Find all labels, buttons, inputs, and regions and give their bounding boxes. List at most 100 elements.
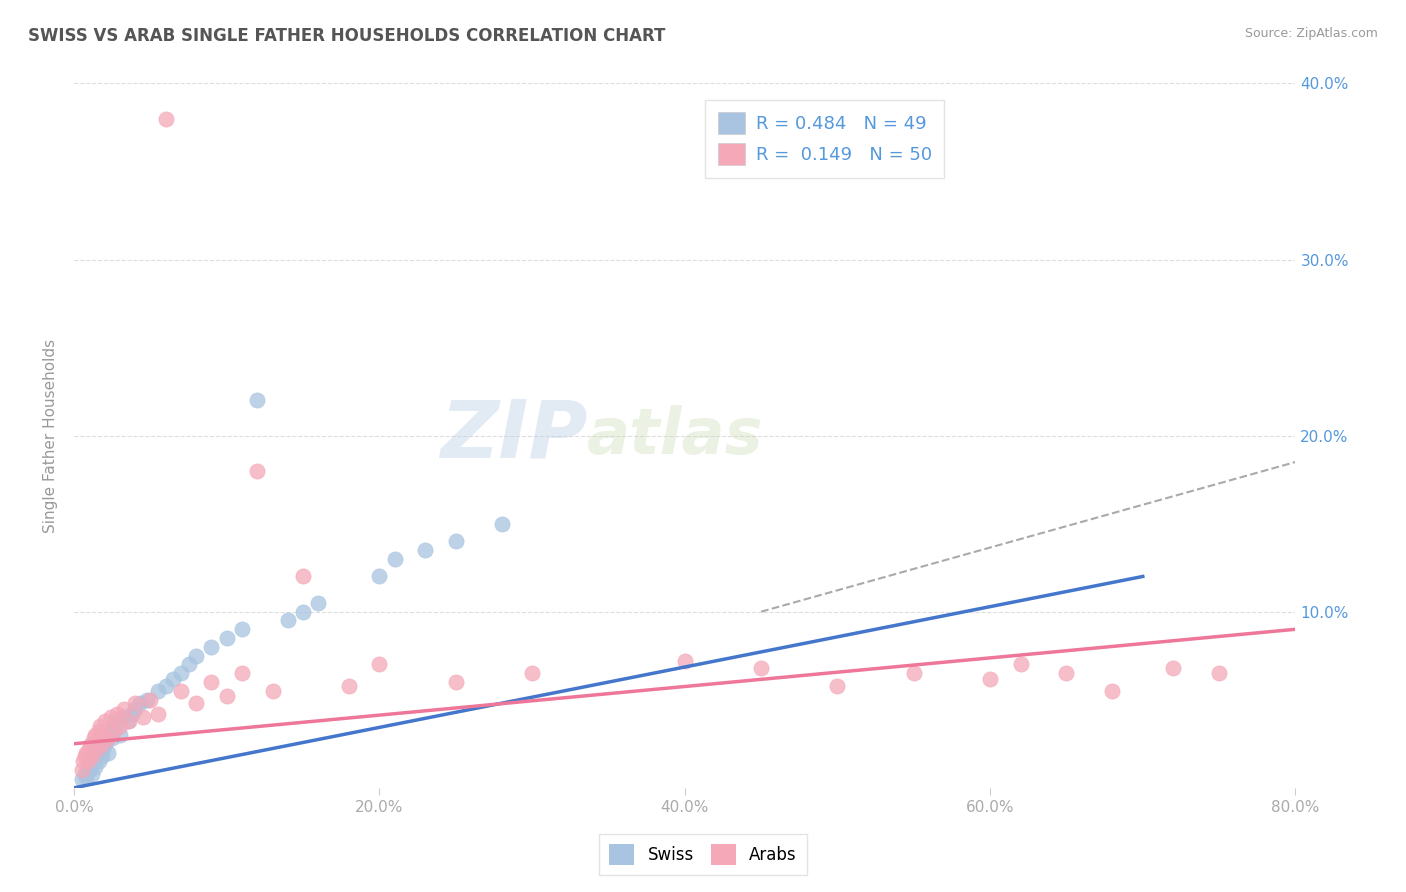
Text: atlas: atlas [588,405,763,467]
Point [80,737,103,751]
Point [292,605,315,619]
Point [132,710,155,724]
Point [97,731,120,746]
Point [128,696,150,710]
Point [114,701,136,715]
Point [200,640,222,654]
Point [155,679,177,693]
Point [124,696,146,710]
Point [827,679,849,693]
Point [749,661,772,675]
Point [444,675,467,690]
Point [91,742,114,756]
Point [231,666,253,681]
Point [673,654,696,668]
Point [146,684,169,698]
Point [979,672,1001,686]
Point [89,719,111,733]
Point [1101,684,1123,698]
Point [139,692,162,706]
Point [79,763,101,777]
Point [384,552,406,566]
Point [90,749,112,764]
Point [170,666,193,681]
Point [90,737,112,751]
Point [103,719,125,733]
Point [89,746,111,760]
Point [98,728,121,742]
Point [86,742,108,756]
Point [444,534,467,549]
Point [86,742,108,756]
Point [155,112,177,126]
Point [118,714,141,728]
Point [79,742,101,756]
Legend: Swiss, Arabs: Swiss, Arabs [599,834,807,875]
Point [337,679,360,693]
Point [162,672,184,686]
Point [96,731,118,746]
Point [82,766,104,780]
Point [83,749,105,764]
Point [73,749,96,764]
Point [84,759,107,773]
Point [91,728,114,742]
Point [84,728,107,742]
Point [82,749,104,764]
Point [76,755,98,769]
Point [186,696,208,710]
Point [520,666,543,681]
Point [100,724,122,739]
Text: ZIP: ZIP [440,397,588,475]
Point [413,543,436,558]
Point [100,710,122,724]
Point [246,393,269,408]
Point [97,746,120,760]
Point [103,724,125,739]
Text: Source: ZipAtlas.com: Source: ZipAtlas.com [1244,27,1378,40]
Point [105,706,128,721]
Point [200,675,222,690]
Point [83,731,105,746]
Point [262,684,284,698]
Point [72,755,94,769]
Point [73,766,96,780]
Point [186,648,208,663]
Point [307,596,329,610]
Point [70,763,93,777]
Point [177,657,200,672]
Point [93,737,115,751]
Point [93,714,115,728]
Point [1010,657,1032,672]
Text: SWISS VS ARAB SINGLE FATHER HOUSEHOLDS CORRELATION CHART: SWISS VS ARAB SINGLE FATHER HOUSEHOLDS C… [28,27,665,45]
Point [111,710,134,724]
Point [101,731,124,746]
Point [117,714,139,728]
Point [1163,661,1185,675]
Point [108,728,131,742]
Point [75,770,97,784]
Y-axis label: Single Father Households: Single Father Households [44,339,58,533]
Point [87,724,110,739]
Point [368,569,391,583]
Point [90,737,112,751]
Point [146,706,169,721]
Point [246,464,269,478]
Point [277,614,299,628]
Legend: R = 0.484   N = 49, R =  0.149   N = 50: R = 0.484 N = 49, R = 0.149 N = 50 [706,100,945,178]
Point [108,719,131,733]
Point [121,706,143,721]
Point [292,569,315,583]
Point [1208,666,1230,681]
Point [87,755,110,769]
Point [1056,666,1078,681]
Point [215,689,238,703]
Point [104,714,127,728]
Point [70,772,93,786]
Point [368,657,391,672]
Point [124,701,146,715]
Point [491,516,513,531]
Point [86,746,108,760]
Point [903,666,925,681]
Point [79,759,101,773]
